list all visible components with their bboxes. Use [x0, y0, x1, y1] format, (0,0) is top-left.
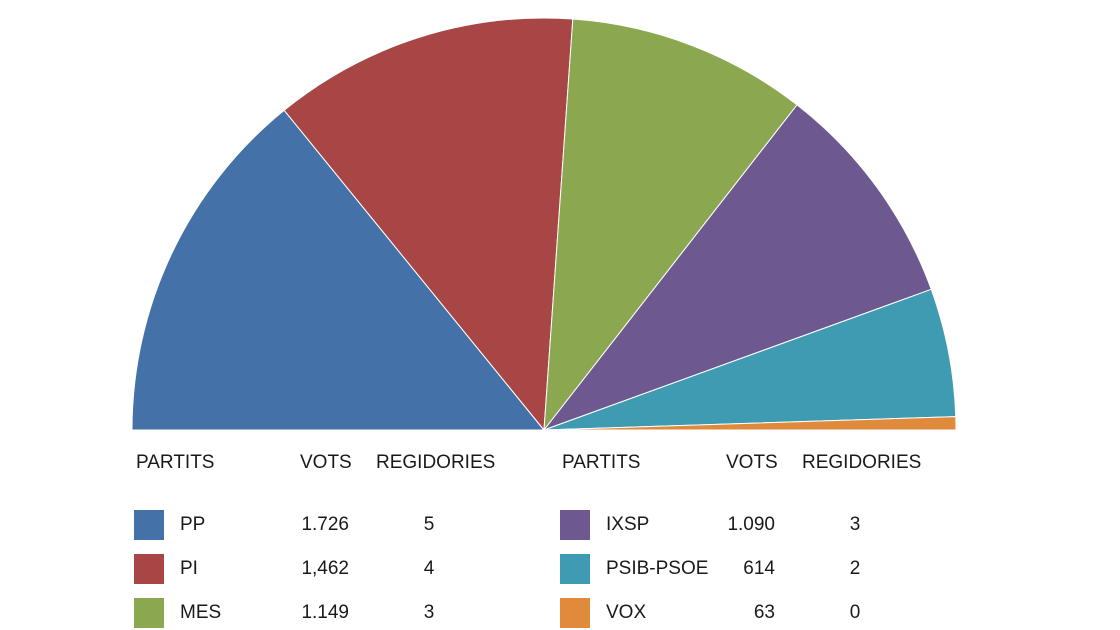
votes-column-header: VOTS [726, 452, 778, 473]
legend-party-ixsp: IXSP [606, 514, 650, 535]
legend-votes-pp: 1.726 [301, 514, 349, 535]
legend-votes-psib-psoe: 614 [743, 558, 775, 579]
votes-column-header: VOTS [300, 452, 352, 473]
legend-votes-ixsp: 1.090 [727, 514, 775, 535]
legend-seats-pi: 4 [423, 558, 435, 579]
semicircle-pie-chart [131, 17, 957, 432]
legend-row-ixsp: IXSP 1.090 3 [560, 476, 970, 540]
pie-slice-ixsp [542, 104, 932, 432]
legend-left: PARTITS VOTS REGIDORIES PP 1.726 5 PI 1,… [134, 450, 544, 628]
legend-row-vox: VOX 63 0 [560, 564, 970, 628]
legend-row-pp: PP 1.726 5 [134, 476, 544, 540]
legend-seats-pp: 5 [423, 514, 435, 535]
seats-column-header: REGIDORIES [376, 452, 496, 473]
legend-votes-vox: 63 [753, 602, 775, 623]
pie-slice-mes [543, 18, 798, 432]
legend-swatch-vox [560, 598, 590, 628]
legend-seats-psib-psoe: 2 [849, 558, 861, 579]
legend-header: PARTITS VOTS REGIDORIES [560, 450, 970, 476]
party-column-header: PARTITS [136, 452, 215, 473]
legend-row-mes: MES 1.149 3 [134, 564, 544, 628]
legend-seats-vox: 0 [849, 602, 861, 623]
legend-party-mes: MES [180, 602, 222, 623]
legend-swatch-pp [134, 510, 164, 540]
pie-slice-pp [131, 109, 546, 431]
pie-slice-vox [543, 416, 957, 431]
legend-party-pi: PI [180, 558, 198, 579]
legend-row-pi: PI 1,462 4 [134, 520, 544, 584]
legend-swatch-psib-psoe [560, 554, 590, 584]
legend-swatch-mes [134, 598, 164, 628]
legend-seats-ixsp: 3 [849, 514, 861, 535]
legend-votes-mes: 1.149 [301, 602, 349, 623]
legend-party-vox: VOX [606, 602, 647, 623]
legend-party-psib-psoe: PSIB-PSOE [606, 558, 709, 579]
legend-party-pp: PP [180, 514, 206, 535]
seats-column-header: REGIDORIES [802, 452, 922, 473]
legend-votes-pi: 1,462 [301, 558, 349, 579]
legend-swatch-pi [134, 554, 164, 584]
legend-right: PARTITS VOTS REGIDORIES IXSP 1.090 3 PSI… [560, 450, 970, 628]
legend-swatch-ixsp [560, 510, 590, 540]
pie-slice-pi [283, 17, 574, 432]
legend-header: PARTITS VOTS REGIDORIES [134, 450, 544, 476]
legend-row-psib-psoe: PSIB-PSOE 614 2 [560, 520, 970, 584]
legend-seats-mes: 3 [423, 602, 435, 623]
party-column-header: PARTITS [562, 452, 641, 473]
